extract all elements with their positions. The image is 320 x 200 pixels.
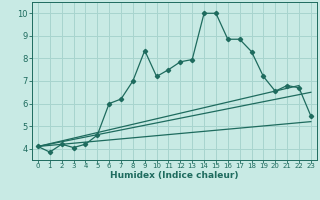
X-axis label: Humidex (Indice chaleur): Humidex (Indice chaleur) <box>110 171 239 180</box>
